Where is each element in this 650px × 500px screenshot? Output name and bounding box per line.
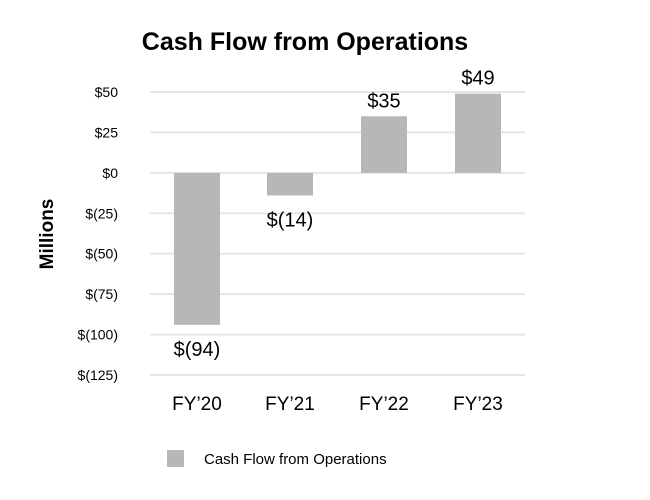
chart-title: Cash Flow from Operations (142, 28, 468, 56)
bar (267, 172, 313, 196)
y-tick-label: $(125) (78, 367, 118, 383)
y-tick-label: $0 (102, 165, 118, 181)
y-tick-label: $25 (95, 124, 119, 140)
legend-label: Cash Flow from Operations (204, 451, 387, 468)
data-labels: $(94) $(14) $35 $49 (174, 68, 495, 361)
y-tick-label: $(50) (85, 246, 118, 262)
bar (361, 116, 407, 173)
data-label: $35 (367, 90, 400, 112)
x-tick-label: FY’21 (265, 394, 315, 415)
data-label: $(14) (267, 209, 314, 231)
y-axis-label: Millions (37, 199, 58, 270)
y-tick-label: $50 (95, 84, 119, 100)
data-label: $49 (461, 68, 494, 90)
legend-swatch (167, 450, 184, 467)
bar (455, 93, 501, 173)
data-label: $(94) (174, 339, 221, 361)
y-tick-label: $(25) (85, 205, 118, 221)
x-tick-label: FY’20 (172, 394, 222, 415)
legend: Cash Flow from Operations (167, 450, 387, 468)
bar (174, 172, 220, 325)
x-tick-label: FY’23 (453, 394, 503, 415)
x-tick-label: FY’22 (359, 394, 409, 415)
y-tick-label: $(100) (78, 327, 118, 343)
y-tick-label: $(75) (85, 286, 118, 302)
x-axis-ticks: FY’20 FY’21 FY’22 FY’23 (172, 394, 503, 415)
bars (174, 93, 501, 325)
y-axis-ticks: $50 $25 $0 $(25) $(50) $(75) $(100) $(125) (78, 84, 119, 383)
